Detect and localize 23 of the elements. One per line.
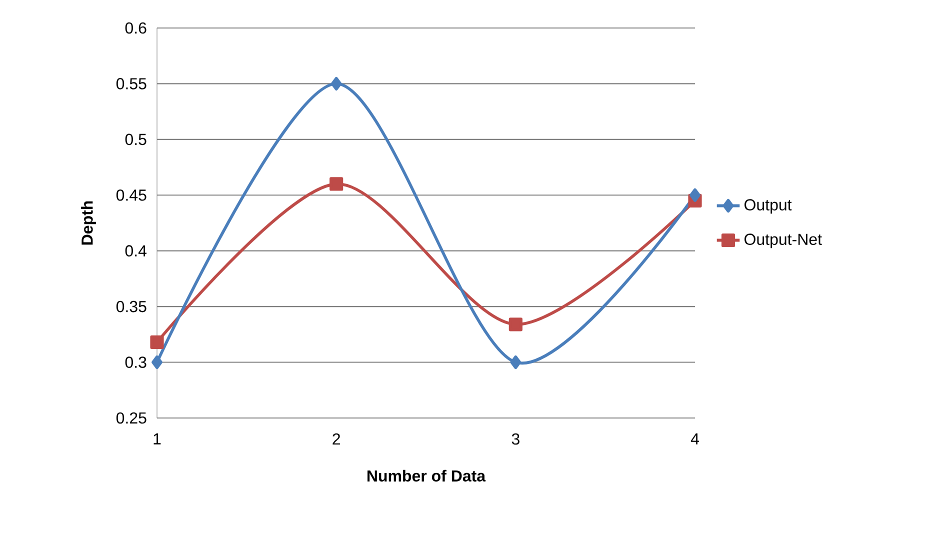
- point: [152, 355, 162, 370]
- y-tick-label: 0.4: [125, 245, 146, 256]
- y-tick-label: 0.55: [116, 78, 146, 90]
- x-tick-label: 3: [512, 433, 520, 445]
- point: [330, 76, 342, 91]
- legend-label: Output-Net: [744, 234, 822, 248]
- x-axis-title: Number of Data: [368, 470, 486, 482]
- y-tick-label: 0.35: [116, 300, 146, 312]
- y-tick-label: 0.25: [116, 412, 146, 424]
- point: [508, 318, 522, 332]
- x-tick-label: 4: [690, 433, 699, 444]
- y-tick-label: 0.6: [125, 22, 146, 34]
- y-tick-label: 0.45: [116, 189, 146, 201]
- y-axis-title: Depth: [81, 201, 96, 245]
- y-tick-label: 0.5: [125, 134, 146, 146]
- point: [330, 177, 344, 191]
- legend-label: Output: [744, 199, 792, 214]
- point: [690, 188, 700, 202]
- point: [150, 335, 164, 350]
- x-tick-label: 2: [332, 433, 340, 445]
- x-tick-label: 1: [154, 433, 161, 444]
- y-tick-label: 0.3: [125, 356, 146, 368]
- point: [510, 355, 522, 370]
